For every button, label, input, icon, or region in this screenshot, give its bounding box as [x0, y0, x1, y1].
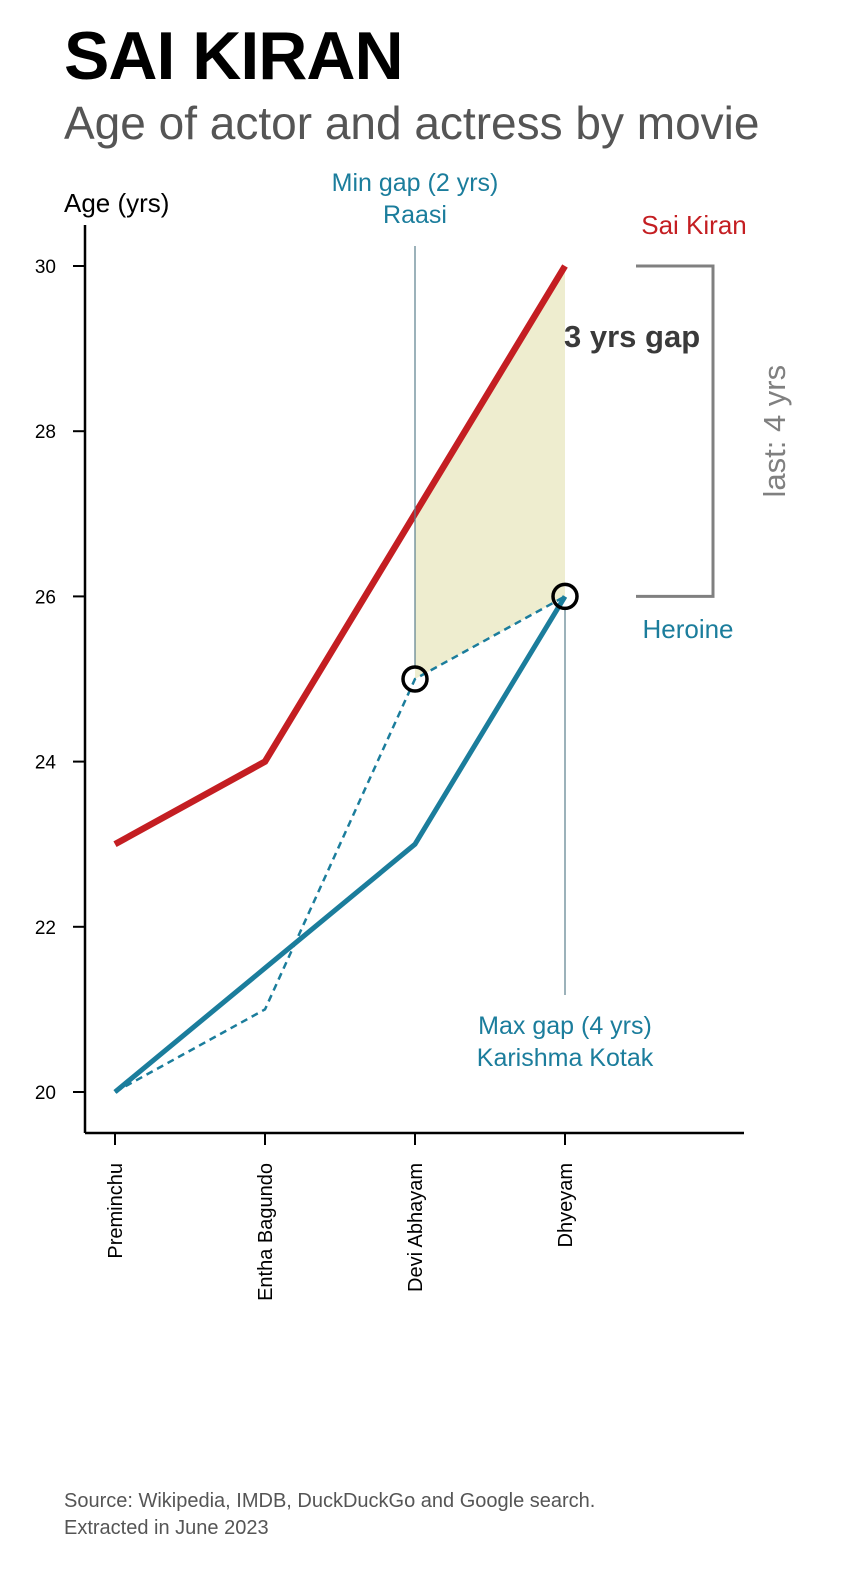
x-tick-label: Entha Bagundo	[255, 1163, 277, 1301]
min-gap-name: Raasi	[383, 201, 447, 229]
min-gap-marker	[401, 665, 429, 693]
y-tick-label: 22	[35, 918, 56, 939]
actor-series-label: Sai Kiran	[641, 210, 747, 240]
y-tick-label: 26	[35, 587, 56, 608]
actor-line	[113, 264, 568, 848]
gap-shaded-area	[415, 266, 565, 679]
source-note: Source: Wikipedia, IMDB, DuckDuckGo and …	[64, 1488, 595, 1542]
heroine-dashed-line	[114, 595, 566, 1094]
y-tick-label: 30	[35, 257, 56, 278]
last-gap-label: last: 4 yrs	[757, 365, 792, 498]
source-line-2: Extracted in June 2023	[64, 1517, 269, 1539]
chart-title: SAI KIRAN	[64, 18, 404, 94]
min-gap-label: Min gap (2 yrs)	[332, 169, 499, 197]
heroine-series-label: Heroine	[642, 614, 733, 644]
x-tick-label: Devi Abhayam	[405, 1163, 427, 1292]
last-gap-bracket	[636, 264, 715, 598]
max-gap-label: Max gap (4 yrs)	[478, 1012, 652, 1040]
heroine-line	[113, 595, 568, 1094]
y-axis-label: Age (yrs)	[64, 188, 169, 218]
source-line-1: Source: Wikipedia, IMDB, DuckDuckGo and …	[64, 1490, 596, 1512]
gap-label: 3 yrs gap	[564, 319, 700, 354]
max-gap-marker	[551, 582, 579, 611]
x-tick-label: Preminchu	[105, 1163, 127, 1259]
y-tick-label: 28	[35, 422, 56, 443]
chart-subtitle: Age of actor and actress by movie	[64, 97, 760, 149]
y-tick-label: 24	[35, 753, 57, 774]
y-tick-label: 20	[35, 1083, 56, 1104]
x-tick-label: Dhyeyam	[555, 1163, 577, 1247]
max-gap-name: Karishma Kotak	[477, 1044, 654, 1072]
